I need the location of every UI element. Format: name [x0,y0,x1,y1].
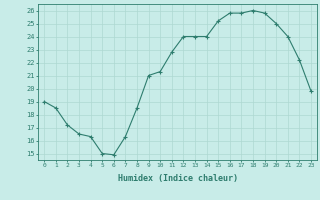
X-axis label: Humidex (Indice chaleur): Humidex (Indice chaleur) [118,174,238,183]
